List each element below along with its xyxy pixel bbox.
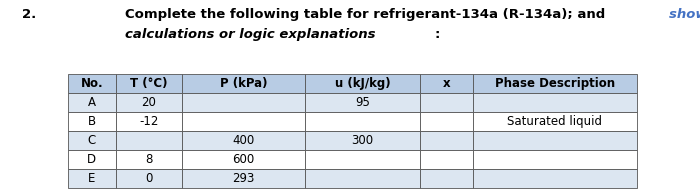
Text: x: x [442,77,450,90]
Text: 2.: 2. [22,8,36,21]
Bar [182,169,304,188]
Text: 400: 400 [232,134,255,147]
Bar [68,131,116,150]
Text: u (kJ/kg): u (kJ/kg) [335,77,390,90]
Text: C: C [88,134,96,147]
Text: 600: 600 [232,153,255,166]
Text: No.: No. [80,77,103,90]
Text: 20: 20 [141,96,156,109]
Bar [473,131,637,150]
Bar [68,150,116,169]
Bar [116,150,182,169]
Bar [116,131,182,150]
Bar [182,131,304,150]
Bar [473,93,637,112]
Text: 293: 293 [232,172,255,185]
Bar [68,74,116,93]
Bar [473,74,637,93]
Bar [182,150,304,169]
Bar [68,112,116,131]
Bar [182,112,304,131]
Text: calculations or logic explanations: calculations or logic explanations [125,28,375,41]
Bar [68,93,116,112]
Bar [304,93,420,112]
Bar [116,169,182,188]
Bar [420,150,473,169]
Bar [116,112,182,131]
Text: T (°C): T (°C) [130,77,167,90]
Text: show the details: show the details [669,8,700,21]
Bar [420,131,473,150]
Text: 0: 0 [145,172,153,185]
Bar [304,150,420,169]
Text: :: : [435,28,440,41]
Bar [116,74,182,93]
Text: E: E [88,172,95,185]
Bar [182,93,304,112]
Bar [420,74,473,93]
Bar [420,169,473,188]
Bar [68,169,116,188]
Text: 8: 8 [145,153,153,166]
Bar [304,74,420,93]
Bar [304,131,420,150]
Bar [304,112,420,131]
Text: A: A [88,96,96,109]
Bar [473,112,637,131]
Text: -12: -12 [139,115,158,128]
Text: Phase Description: Phase Description [495,77,615,90]
Bar [420,93,473,112]
Bar [473,169,637,188]
Text: 95: 95 [355,96,370,109]
Text: Complete the following table for refrigerant-134a (R-134a); and: Complete the following table for refrige… [125,8,610,21]
Text: D: D [88,153,97,166]
Text: B: B [88,115,96,128]
Bar [420,112,473,131]
Text: 300: 300 [351,134,373,147]
Bar [116,93,182,112]
Bar [182,74,304,93]
Bar [304,169,420,188]
Text: Saturated liquid: Saturated liquid [508,115,602,128]
Text: P (kPa): P (kPa) [220,77,267,90]
Bar [473,150,637,169]
